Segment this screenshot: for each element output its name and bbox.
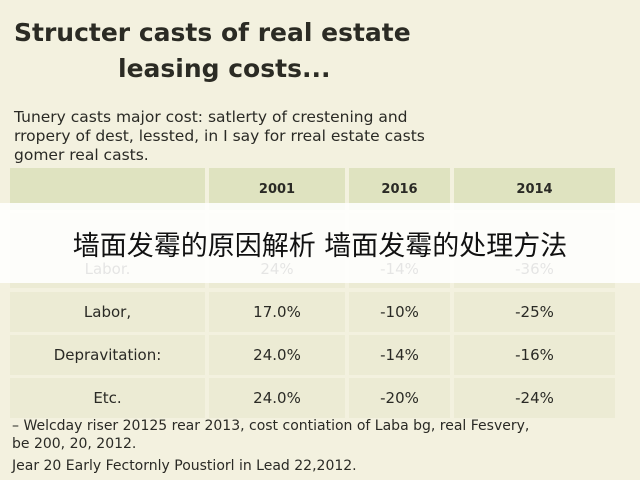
intro-line: gomer real casts.	[14, 146, 149, 164]
title-line: Structer casts of real estate	[14, 18, 411, 47]
table-cell: Etc.	[10, 378, 205, 418]
table-cell: 24.0%	[209, 335, 345, 375]
table-cell: 24.0%	[209, 378, 345, 418]
note: Jear 20 Early Fectornly Poustiorl in Lea…	[12, 458, 357, 474]
intro-line: rropery of dest, lessted, in I say for r…	[14, 127, 425, 145]
intro-line: Tunery casts major cost: satlerty of cre…	[14, 108, 408, 126]
table-cell: -16%	[454, 335, 615, 375]
banner: 墙面发霉的原因解析 墙面发霉的处理方法	[0, 203, 640, 283]
table-cell: -14%	[349, 335, 450, 375]
table-cell: -24%	[454, 378, 615, 418]
note: – Welcday riser 20125 rear 2013, cost co…	[12, 418, 530, 434]
table-cell: 17.0%	[209, 292, 345, 332]
title-line: leasing costs...	[118, 54, 331, 83]
note: be 200, 20, 2012.	[12, 436, 137, 452]
table-cell: -20%	[349, 378, 450, 418]
table-cell: Depravitation:	[10, 335, 205, 375]
table-cell: -10%	[349, 292, 450, 332]
table-cell: Labor,	[10, 292, 205, 332]
table-cell: -25%	[454, 292, 615, 332]
